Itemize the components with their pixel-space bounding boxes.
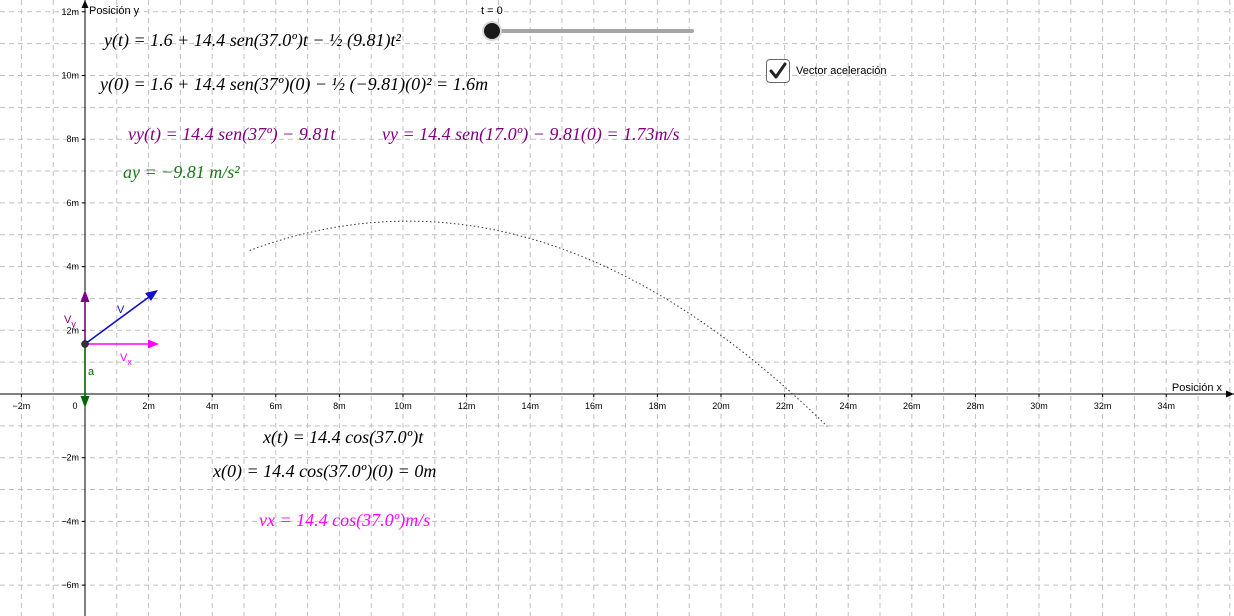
x-tick-label: −2m — [13, 401, 31, 411]
x-tick-label: 22m — [776, 401, 794, 411]
x-tick-label: 14m — [521, 401, 539, 411]
formula-vx: vx = 14.4 cos(37.0º)m/s — [259, 510, 431, 530]
x-tick-label: 30m — [1030, 401, 1048, 411]
formula-vy-t: vy(t) = 14.4 sen(37º) − 9.81t — [128, 124, 336, 144]
x-tick-label: 2m — [142, 401, 155, 411]
time-slider-track[interactable] — [492, 29, 694, 33]
acceleration-arrowhead — [80, 396, 90, 408]
x-tick-label: 18m — [649, 401, 667, 411]
x-axis-ticks: −2m 0 2m 4m 6m 8m 10m 12m 14m 16m 18m 20m 22m 24m 26m 2… — [13, 394, 1175, 411]
x-tick-label: 24m — [839, 401, 857, 411]
acceleration-vector-checkbox[interactable]: Vector aceleración — [766, 59, 887, 83]
vy-arrowhead — [80, 290, 90, 302]
y-tick-label: −4m — [61, 516, 79, 526]
formula-vy-0: vy = 14.4 sen(17.0º) − 9.81(0) = 1.73m/s — [382, 124, 680, 144]
x-tick-label: 28m — [967, 401, 985, 411]
vx-arrowhead — [148, 339, 159, 349]
time-slider-handle[interactable] — [484, 23, 500, 39]
vy-label: Vy — [64, 314, 76, 329]
x-tick-label: 12m — [458, 401, 476, 411]
checkbox-label: Vector aceleración — [796, 65, 887, 77]
x-tick-label: 10m — [394, 401, 412, 411]
x-tick-label: 32m — [1094, 401, 1112, 411]
time-slider-label: t = 0 — [481, 5, 503, 17]
checkmark-icon — [769, 62, 787, 79]
y-tick-label: 8m — [66, 134, 79, 144]
x-tick-label: 0 — [72, 401, 77, 411]
x-tick-label: 16m — [585, 401, 603, 411]
y-tick-label: −6m — [61, 580, 79, 590]
y-tick-label: 12m — [61, 7, 79, 17]
y-axis-arrow — [81, 0, 89, 8]
y-tick-label: 10m — [61, 71, 79, 81]
y-tick-label: −2m — [61, 453, 79, 463]
x-axis-title: Posición x — [1172, 382, 1223, 394]
y-tick-label: 4m — [66, 262, 79, 272]
trajectory-curve — [249, 220, 828, 427]
velocity-label: V — [117, 304, 125, 316]
y-tick-label: 2m — [66, 325, 79, 335]
grid-vertical-lines — [20, 0, 1231, 616]
checkbox-box[interactable] — [766, 59, 790, 83]
x-tick-label: 20m — [712, 401, 730, 411]
y-axis-title: Posición y — [89, 5, 140, 17]
x-tick-label: 6m — [270, 401, 283, 411]
x-tick-label: 4m — [206, 401, 219, 411]
vx-label: Vx — [120, 352, 132, 367]
y-tick-label: 6m — [66, 198, 79, 208]
x-tick-label: 8m — [333, 401, 346, 411]
x-tick-label: 34m — [1157, 401, 1175, 411]
formula-x-t: x(t) = 14.4 cos(37.0º)t — [263, 427, 424, 447]
formula-ay: ay = −9.81 m/s² — [123, 162, 240, 182]
x-axis-arrow — [1226, 390, 1234, 398]
formula-x-0: x(0) = 14.4 cos(37.0º)(0) = 0m — [213, 461, 437, 481]
grid-horizontal-lines — [0, 11, 1234, 586]
acceleration-label: a — [88, 366, 95, 378]
y-axis-ticks: 12m 10m 8m 6m 4m 2m −2m −4m −6m — [61, 7, 85, 590]
velocity-vector — [84, 296, 150, 345]
x-tick-label: 26m — [903, 401, 921, 411]
projectile-point[interactable] — [81, 340, 89, 348]
velocity-arrowhead — [145, 290, 158, 301]
formula-y-0: y(0) = 1.6 + 14.4 sen(37º)(0) − ½ (−9.81… — [100, 74, 489, 94]
formula-y-t: y(t) = 1.6 + 14.4 sen(37.0º)t − ½ (9.81)… — [104, 30, 401, 50]
